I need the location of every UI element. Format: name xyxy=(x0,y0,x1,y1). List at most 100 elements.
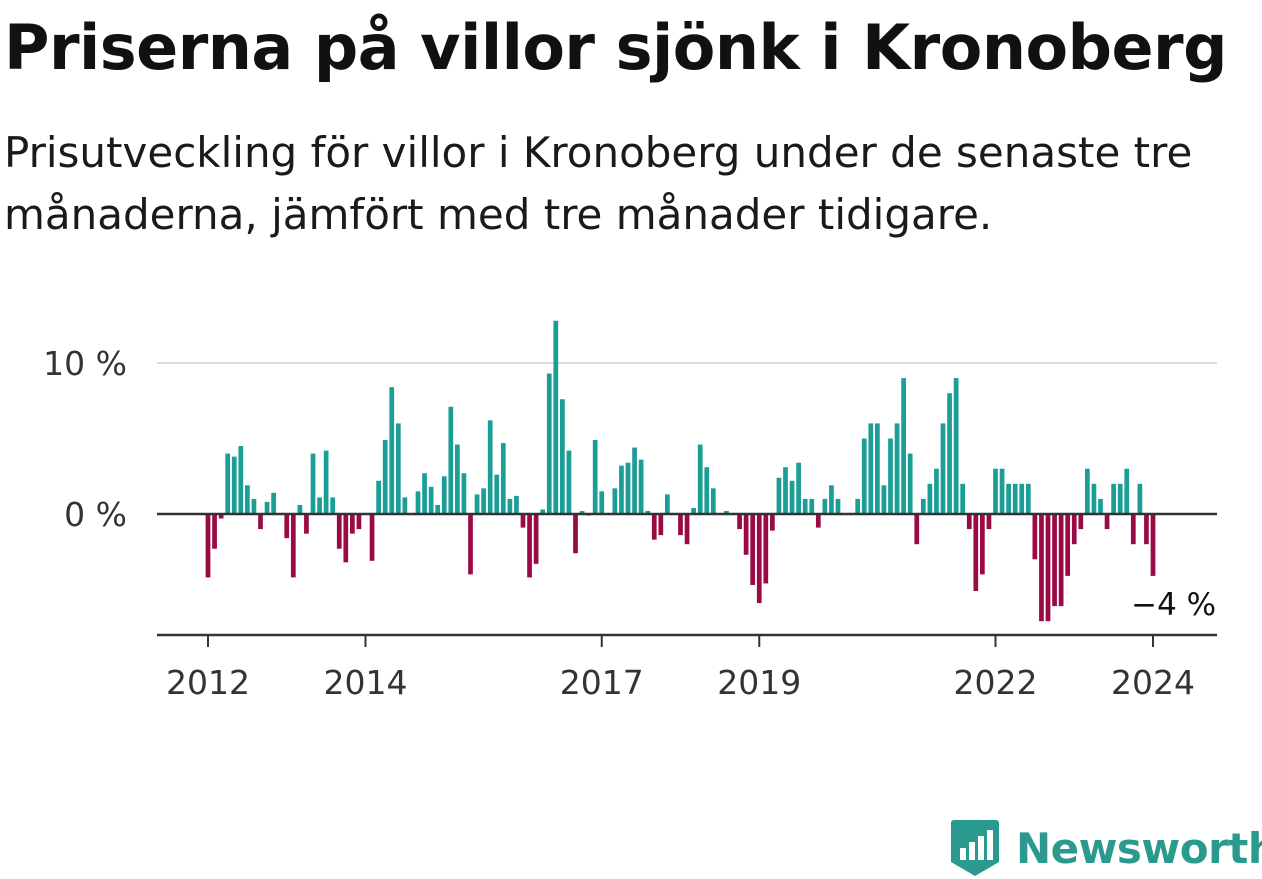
bar xyxy=(789,480,795,514)
bar xyxy=(415,491,421,514)
chart-title: Priserna på villor sjönk i Kronoberg xyxy=(4,11,1227,84)
bar xyxy=(861,438,867,514)
y-tick-label: 0 % xyxy=(64,495,127,534)
bar xyxy=(402,497,408,514)
bar xyxy=(1137,483,1143,514)
x-axis-ticks: 2012 2014 2017 2019 2022 2024 xyxy=(166,635,1195,702)
bar xyxy=(1006,483,1011,514)
newsworthy-logo: Newsworthy xyxy=(950,818,1262,878)
bar xyxy=(835,498,841,514)
bar xyxy=(947,393,952,514)
bar xyxy=(960,483,966,514)
bar xyxy=(533,514,539,564)
bar xyxy=(546,373,552,514)
bar xyxy=(297,504,303,514)
bar xyxy=(553,320,559,514)
y-axis-ticks: 10 % 0 % xyxy=(43,344,127,534)
bar xyxy=(455,444,460,514)
bar xyxy=(802,498,808,514)
bar xyxy=(323,450,329,514)
bar xyxy=(822,498,828,514)
bar xyxy=(218,514,224,519)
bar xyxy=(953,378,959,514)
bar xyxy=(369,514,375,561)
x-tick-label: 2012 xyxy=(166,663,250,702)
bar xyxy=(1098,498,1103,514)
bar xyxy=(514,495,519,514)
bar xyxy=(258,514,263,530)
bar xyxy=(1104,514,1110,530)
bar xyxy=(796,462,801,514)
bar xyxy=(304,514,309,534)
bar xyxy=(684,514,690,545)
x-tick-label: 2024 xyxy=(1111,663,1195,702)
bar xyxy=(592,440,598,514)
bar xyxy=(1045,514,1051,622)
bar xyxy=(1032,514,1038,560)
bar xyxy=(993,468,998,514)
bar xyxy=(520,514,526,528)
bar xyxy=(395,423,401,514)
bar xyxy=(934,468,939,514)
bar xyxy=(710,488,716,514)
brand-name: Newsworthy xyxy=(1016,823,1262,873)
bar xyxy=(527,514,532,578)
bar xyxy=(783,467,788,514)
bar xyxy=(310,453,316,514)
bar xyxy=(750,514,756,585)
bar xyxy=(225,453,231,514)
bar xyxy=(271,492,276,514)
x-tick-label: 2014 xyxy=(324,663,408,702)
bar xyxy=(1052,514,1057,607)
bar xyxy=(487,420,493,514)
bar xyxy=(999,468,1005,514)
bar xyxy=(468,514,473,575)
bar xyxy=(625,462,631,514)
bar xyxy=(815,514,821,528)
bar xyxy=(756,514,762,604)
bar xyxy=(1012,483,1018,514)
bar xyxy=(651,514,657,540)
bar xyxy=(389,387,395,514)
bar xyxy=(441,476,447,514)
bar xyxy=(1078,514,1084,530)
bar xyxy=(376,480,381,514)
bar xyxy=(986,514,992,530)
bar xyxy=(290,514,296,578)
axes xyxy=(157,512,1217,637)
bar xyxy=(350,514,355,534)
bar xyxy=(632,447,637,514)
bar xyxy=(776,477,782,514)
bar xyxy=(205,514,211,578)
bar xyxy=(245,485,250,514)
bar xyxy=(317,497,322,514)
bar xyxy=(330,497,336,514)
bar xyxy=(973,514,979,592)
bar xyxy=(500,443,506,514)
bar xyxy=(612,488,618,514)
bar xyxy=(448,406,454,514)
bar xyxy=(697,444,703,514)
annotations: −4 % xyxy=(1131,587,1216,623)
bar xyxy=(881,485,887,514)
bar xyxy=(1091,483,1097,514)
bar xyxy=(658,514,664,536)
bar xyxy=(894,423,900,514)
bar xyxy=(264,501,270,514)
bar xyxy=(481,488,486,514)
bar xyxy=(770,514,775,531)
bar xyxy=(940,423,946,514)
bar xyxy=(1117,483,1123,514)
bar xyxy=(212,514,217,549)
bar xyxy=(901,378,906,514)
bar xyxy=(1019,483,1025,514)
bar xyxy=(1058,514,1064,607)
bar xyxy=(1130,514,1136,545)
bar xyxy=(638,459,644,514)
bar xyxy=(284,514,290,539)
bar xyxy=(724,510,729,514)
bar xyxy=(1065,514,1071,576)
bar xyxy=(560,399,565,514)
bar xyxy=(888,438,893,514)
bar xyxy=(428,486,434,514)
